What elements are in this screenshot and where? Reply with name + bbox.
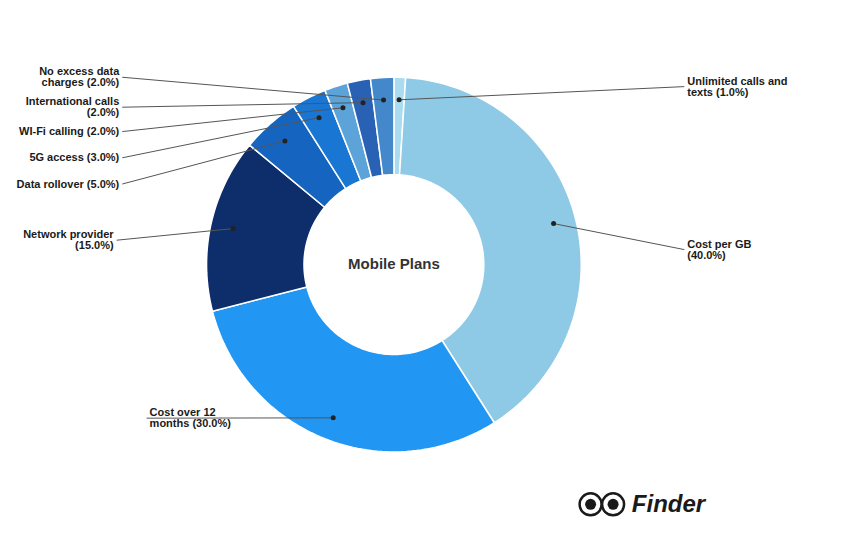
svg-text:International calls(2.0%): International calls(2.0%) (26, 95, 120, 118)
svg-text:Mobile Plans: Mobile Plans (348, 255, 440, 272)
svg-text:Unlimited calls andtexts (1.0%: Unlimited calls andtexts (1.0%) (687, 75, 787, 98)
svg-text:Cost over 12months (30.0%): Cost over 12months (30.0%) (150, 406, 232, 429)
svg-text:WI-Fi calling (2.0%): WI-Fi calling (2.0%) (19, 125, 120, 137)
svg-text:5G access (3.0%): 5G access (3.0%) (29, 151, 119, 163)
svg-text:Network provider(15.0%): Network provider(15.0%) (23, 228, 114, 251)
svg-text:Cost per GB(40.0%): Cost per GB(40.0%) (687, 238, 751, 261)
svg-text:No excess datacharges (2.0%): No excess datacharges (2.0%) (39, 65, 120, 88)
svg-text:Finder: Finder (632, 490, 707, 517)
svg-text:Data rollover (5.0%): Data rollover (5.0%) (17, 178, 120, 190)
